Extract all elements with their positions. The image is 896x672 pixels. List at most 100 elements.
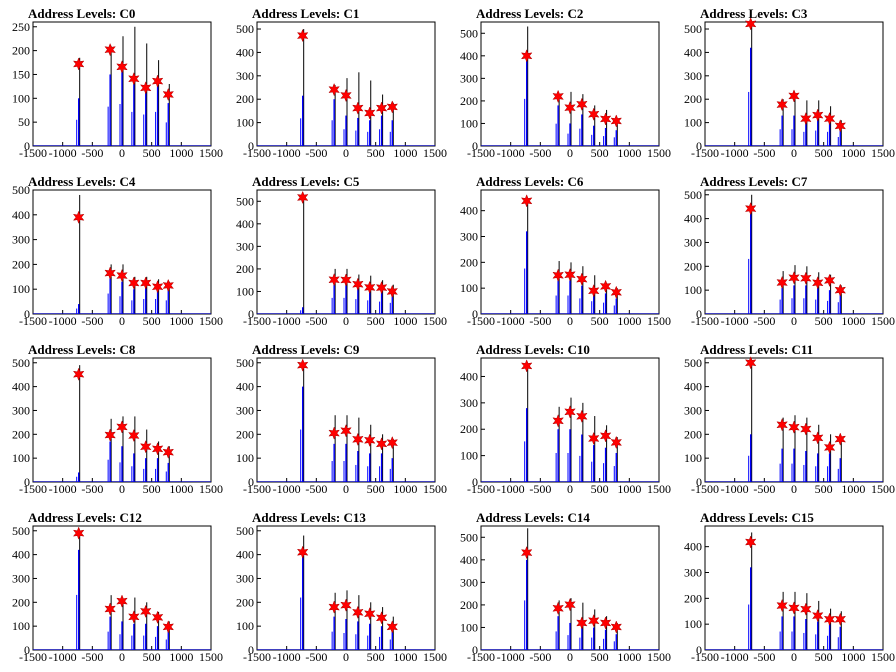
peak-marker: [375, 611, 388, 625]
x-tick-label: -1000: [49, 146, 77, 160]
y-tick-label: 200: [684, 427, 702, 441]
x-tick-label: 1500: [423, 482, 447, 496]
x-tick-label: -1500: [691, 482, 719, 496]
x-tick-label: -1000: [721, 314, 749, 328]
x-tick-label: 500: [367, 314, 385, 328]
peak-marker: [72, 57, 85, 71]
y-tick-label: 200: [236, 427, 254, 441]
chart-panel: Address Levels: C14 -1500 -1000 -500 0 500 100…: [448, 504, 672, 672]
peak-marker: [576, 409, 588, 423]
y-tick-label: 500: [460, 26, 478, 40]
y-tick-label: 400: [12, 548, 30, 562]
peak-marker: [776, 275, 788, 290]
peak-marker: [72, 526, 85, 540]
y-tick-label: 100: [460, 620, 478, 634]
x-tick-label: -1500: [691, 146, 719, 160]
y-tick-label: 300: [236, 69, 254, 83]
peak-marker: [386, 100, 399, 114]
chart-panel: Address Levels: C7 -1500 -1000 -500 0 500 1000…: [672, 168, 896, 336]
y-tick-label: 100: [460, 281, 478, 295]
peak-marker: [340, 273, 352, 287]
y-tick-label: 0: [24, 475, 30, 489]
y-tick-label: 300: [684, 403, 702, 417]
y-tick-label: 500: [12, 356, 30, 370]
x-tick-label: 0: [791, 146, 797, 160]
peak-marker: [610, 620, 623, 634]
y-tick-label: 300: [12, 233, 30, 247]
peak-marker: [296, 190, 309, 205]
peak-marker: [788, 271, 800, 285]
x-tick-label: 500: [815, 482, 833, 496]
histogram-chart: Address Levels: C4-1500 -1000 -500 0 500 1000…: [12, 174, 223, 328]
x-tick-label: 0: [119, 482, 125, 496]
y-tick-label: 0: [696, 139, 702, 153]
x-tick-label: -1000: [721, 146, 749, 160]
peak-marker: [576, 616, 588, 630]
y-tick-label: 200: [460, 94, 478, 108]
histogram-chart: Address Levels: C3-1500 -1000 -500 0 500 1000…: [684, 6, 895, 160]
peak-marker: [576, 97, 588, 111]
x-tick-label: -500: [753, 146, 775, 160]
chart-title: Address Levels: C1: [252, 6, 359, 21]
y-tick-label: 400: [460, 49, 478, 63]
peak-marker: [587, 431, 600, 446]
x-tick-label: 1000: [841, 482, 865, 496]
peak-marker: [128, 72, 140, 86]
peak-marker: [162, 445, 175, 459]
chart-title: Address Levels: C8: [28, 342, 136, 357]
y-tick-label: 0: [472, 643, 478, 657]
peak-marker: [363, 607, 376, 621]
peak-marker: [104, 602, 116, 616]
x-tick-label: -500: [305, 482, 327, 496]
x-tick-label: -1000: [273, 650, 301, 664]
y-tick-label: 500: [684, 188, 702, 202]
x-tick-label: -500: [753, 482, 775, 496]
x-tick-label: -1000: [497, 650, 525, 664]
peak-marker: [104, 428, 116, 442]
x-tick-label: -1500: [243, 650, 271, 664]
chart-panel: Address Levels: C2 -1500 -1000 -500 0 500 1000…: [448, 0, 672, 168]
peak-marker: [610, 114, 623, 128]
peak-marker: [564, 100, 576, 115]
x-tick-label: 1500: [647, 146, 671, 160]
chart-title: Address Levels: C13: [252, 510, 366, 525]
chart-panel: Address Levels: C0 -1500 -1000 -500 0 500 1000…: [0, 0, 224, 168]
peak-marker: [352, 432, 364, 447]
y-tick-label: 300: [12, 571, 30, 585]
y-tick-label: 200: [460, 422, 478, 436]
x-tick-label: -1500: [467, 650, 495, 664]
y-tick-label: 50: [18, 115, 30, 129]
x-tick-label: 500: [143, 146, 161, 160]
peak-marker: [162, 87, 175, 102]
x-tick-label: 500: [591, 650, 609, 664]
x-tick-label: -500: [81, 650, 103, 664]
peak-marker: [744, 17, 757, 31]
chart-panel: Address Levels: C6 -1500 -1000 -500 0 500 1000…: [448, 168, 672, 336]
y-tick-label: 500: [684, 22, 702, 36]
y-tick-label: 200: [684, 259, 702, 273]
chart-title: Address Levels: C9: [252, 342, 360, 357]
peak-marker: [352, 277, 364, 291]
chart-title: Address Levels: C0: [28, 6, 135, 21]
x-tick-label: 0: [791, 650, 797, 664]
peak-marker: [328, 82, 340, 97]
peak-marker: [823, 111, 836, 126]
y-tick-label: 200: [460, 255, 478, 269]
peak-marker: [375, 101, 388, 115]
x-tick-label: -1500: [467, 146, 495, 160]
peak-marker: [139, 81, 152, 95]
x-tick-label: 1500: [199, 314, 223, 328]
x-tick-label: 1000: [617, 314, 641, 328]
x-tick-label: 500: [815, 146, 833, 160]
y-tick-label: 0: [248, 307, 254, 321]
x-tick-label: -500: [753, 314, 775, 328]
peak-marker: [72, 210, 85, 224]
y-tick-label: 0: [248, 139, 254, 153]
peak-marker: [811, 276, 824, 290]
x-tick-label: 0: [119, 146, 125, 160]
y-tick-label: 200: [684, 591, 702, 605]
x-tick-label: 1000: [841, 650, 865, 664]
peak-marker: [340, 598, 352, 612]
peak-marker: [552, 89, 564, 104]
peak-marker: [788, 601, 800, 615]
